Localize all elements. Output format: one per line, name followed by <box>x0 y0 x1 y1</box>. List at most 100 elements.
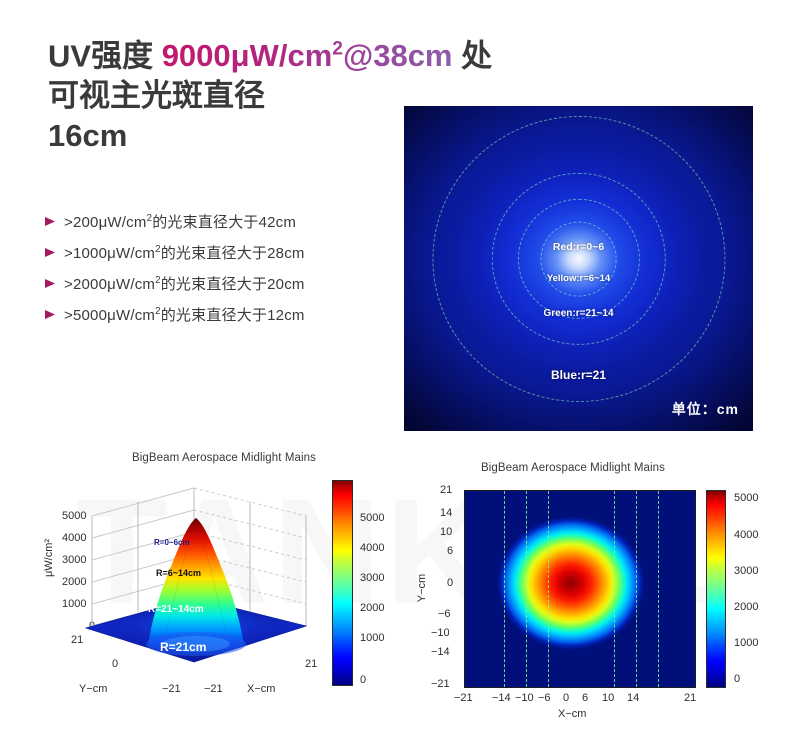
heatmap-x-tick: −21 <box>454 692 473 704</box>
bullet-prefix: >1000μW/cm <box>64 245 156 262</box>
surface-y-tick: 0 <box>112 658 119 670</box>
heatmap-x-tick: 10 <box>602 692 615 704</box>
surface-z-tick: 2000 <box>62 576 87 588</box>
surface-x-axis-label: X−cm <box>247 683 276 695</box>
heatmap-guide-line <box>658 491 660 687</box>
surface-plot-3d: BigBeam Aerospace Midlight Mains μW/cm² … <box>43 452 404 724</box>
heatmap-guide-line <box>503 491 505 687</box>
surface-y-axis-label: Y−cm <box>79 683 108 695</box>
surface-annotation-yellow: R=6~14cm <box>156 568 202 578</box>
arrow-right-icon <box>44 216 64 227</box>
heatmap-colorbar <box>706 490 726 688</box>
heatmap-y-tick: 14 <box>440 507 453 519</box>
headline-prefix: UV强度 <box>48 38 162 74</box>
arrow-right-icon <box>44 247 64 258</box>
heatmap-y-tick: −10 <box>431 627 450 639</box>
surface-x-tick: −21 <box>204 683 223 695</box>
heatmap-x-tick: −10 <box>515 692 534 704</box>
heatmap-colorbar-tick: 1000 <box>734 637 759 649</box>
surface-plot-canvas <box>84 487 308 663</box>
heatmap-colorbar-tick: 5000 <box>734 492 759 504</box>
surface-colorbar-tick: 0 <box>360 674 367 686</box>
beam-label-red: Red:r=0~6 <box>552 240 605 253</box>
bullet-prefix: >200μW/cm <box>64 214 147 231</box>
list-item-label: >5000μW/cm2的光束直径大于12cm <box>64 304 305 325</box>
heatmap-x-tick: −14 <box>492 692 511 704</box>
heatmap-x-axis-label: X−cm <box>558 708 587 720</box>
bullet-superscript: 2 <box>155 244 161 255</box>
arrow-right-icon <box>44 309 64 320</box>
heatmap-y-tick: 6 <box>447 545 454 557</box>
list-item: >200μW/cm2的光束直径大于42cm <box>44 206 424 237</box>
surface-plot-title: BigBeam Aerospace Midlight Mains <box>131 452 317 464</box>
surface-y-tick: −21 <box>162 683 181 695</box>
bullet-tail: 的光束直径大于42cm <box>152 214 297 231</box>
bullet-tail: 的光束直径大于12cm <box>160 307 305 324</box>
heatmap-y-tick: −6 <box>438 608 451 620</box>
heatmap-plot-2d: BigBeam Aerospace Midlight Mains 21 14 1… <box>416 452 790 724</box>
surface-colorbar-tick: 3000 <box>360 572 385 584</box>
heatmap-canvas <box>464 490 696 688</box>
surface-colorbar-tick: 2000 <box>360 602 385 614</box>
spec-bullet-list: >200μW/cm2的光束直径大于42cm >1000μW/cm2的光束直径大于… <box>44 206 424 330</box>
headline-accent: 9000μW/cm2@38cm <box>162 38 453 73</box>
bullet-superscript: 2 <box>155 275 161 286</box>
list-item-label: >1000μW/cm2的光束直径大于28cm <box>64 242 305 263</box>
heatmap-y-tick: 10 <box>440 526 453 538</box>
heatmap-x-tick: 6 <box>582 692 589 704</box>
list-item: >2000μW/cm2的光束直径大于20cm <box>44 268 424 299</box>
heatmap-y-tick: 0 <box>447 577 454 589</box>
list-item: >5000μW/cm2的光束直径大于12cm <box>44 299 424 330</box>
bullet-tail: 的光束直径大于20cm <box>160 276 305 293</box>
bullet-superscript: 2 <box>146 213 153 224</box>
beam-label-blue: Blue:r=21 <box>550 367 607 382</box>
surface-annotation-blue: R=21cm <box>160 640 207 654</box>
page-title: UV强度 9000μW/cm2@38cm 处 可视主光斑直径 16cm <box>48 30 608 156</box>
headline-accent-tail: @38cm <box>342 38 453 74</box>
list-item: >1000μW/cm2的光束直径大于28cm <box>44 237 424 268</box>
beam-unit-label: 单位：cm <box>671 401 739 417</box>
surface-colorbar-tick: 1000 <box>360 632 385 644</box>
surface-annotation-green: R=21~14cm <box>148 604 204 615</box>
list-item-label: >200μW/cm2的光束直径大于42cm <box>64 211 296 232</box>
heatmap-x-tick: 21 <box>684 692 697 704</box>
surface-z-tick: 5000 <box>62 510 87 522</box>
headline-line-3: 16cm <box>48 118 128 154</box>
headline-accent-superscript: 2 <box>332 39 343 60</box>
heatmap-colorbar-tick: 4000 <box>734 529 759 541</box>
heatmap-x-tick: 0 <box>563 692 570 704</box>
heatmap-y-tick: 21 <box>440 484 453 496</box>
surface-annotation-red: R=0~6cm <box>154 538 190 547</box>
beam-profile-photo: Red:r=0~6 Yellow:r=6~14 Green:r=21~14 Bl… <box>404 106 753 431</box>
headline-line-2: 可视主光斑直径 <box>48 78 265 114</box>
heatmap-x-tick: 14 <box>627 692 640 704</box>
heatmap-x-tick: −6 <box>538 692 551 704</box>
bullet-tail: 的光束直径大于28cm <box>160 245 305 262</box>
surface-y-tick: 21 <box>71 634 84 646</box>
heatmap-colorbar-tick: 2000 <box>734 601 759 613</box>
heatmap-plot-title: BigBeam Aerospace Midlight Mains <box>480 462 666 474</box>
headline-line-1: UV强度 9000μW/cm2@38cm 处 <box>48 30 608 76</box>
beam-label-green: Green:r=21~14 <box>543 307 614 319</box>
surface-colorbar-tick: 4000 <box>360 542 385 554</box>
surface-colorbar-tick: 5000 <box>360 512 385 524</box>
beam-label-yellow: Yellow:r=6~14 <box>546 273 611 285</box>
list-item-label: >2000μW/cm2的光束直径大于20cm <box>64 273 305 294</box>
heatmap-guide-line <box>614 491 616 687</box>
beam-ring-outer <box>431 115 726 402</box>
heatmap-colorbar-tick: 0 <box>734 673 741 685</box>
bullet-superscript: 2 <box>155 306 161 317</box>
surface-z-tick: 4000 <box>62 532 87 544</box>
headline-suffix: 处 <box>452 38 493 74</box>
bullet-prefix: >2000μW/cm <box>64 276 156 293</box>
surface-colorbar <box>332 480 353 686</box>
heatmap-guide-line <box>636 491 638 687</box>
headline-accent-value: 9000μW/cm <box>161 38 333 74</box>
surface-x-tick: 21 <box>305 658 318 670</box>
bullet-prefix: >5000μW/cm <box>64 307 156 324</box>
heatmap-guide-line <box>547 491 549 687</box>
heatmap-y-tick: −21 <box>431 678 450 690</box>
arrow-right-icon <box>44 278 64 289</box>
surface-z-tick: 1000 <box>62 598 87 610</box>
